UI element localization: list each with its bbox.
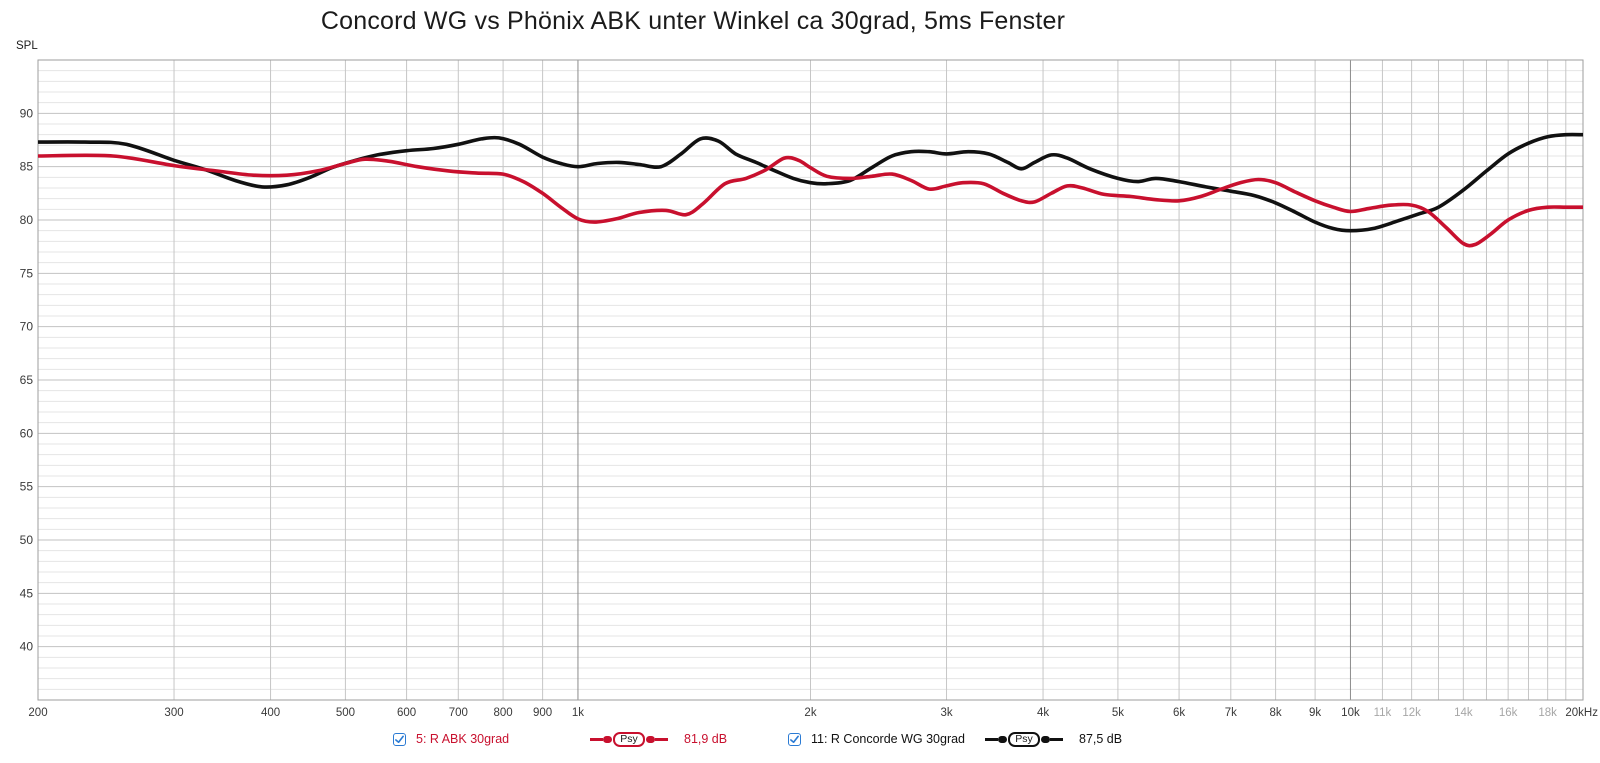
series-visibility-checkbox[interactable] xyxy=(788,732,801,746)
y-tick-label: 90 xyxy=(20,106,34,120)
page-title: Concord WG vs Phönix ABK unter Winkel ca… xyxy=(320,7,1066,35)
legend-item: 11: R Concorde WG 30grad Psy 87,5 dB xyxy=(788,731,1149,747)
x-tick-label: 10k xyxy=(1341,707,1360,719)
x-tick-label: 14k xyxy=(1454,707,1473,719)
psy-smoothing-badge: Psy xyxy=(613,731,645,747)
checkmark-icon xyxy=(790,735,799,743)
x-tick-label: 16k xyxy=(1499,707,1518,719)
sample-marker-right xyxy=(646,735,655,743)
y-tick-label: 80 xyxy=(20,213,34,227)
series-level-value: 87,5 dB xyxy=(1079,732,1123,746)
series-line-sample: Psy xyxy=(583,731,675,747)
y-tick-label: 45 xyxy=(20,586,34,600)
x-tick-label: 4k xyxy=(1037,707,1049,719)
checkmark-icon xyxy=(395,735,404,743)
series-label: 5: R ABK 30grad xyxy=(416,732,510,746)
x-tick-label: 500 xyxy=(336,707,355,719)
x-axis-tick-labels: 200 300 400 500 600 700 800 900 1k 2k 3k 4k 5k 6k 7k 8k… xyxy=(28,707,1598,719)
x-tick-label: 900 xyxy=(533,707,552,719)
x-tick-label: 600 xyxy=(397,707,416,719)
sample-line-right xyxy=(1050,737,1063,741)
x-tick-label: 800 xyxy=(493,707,512,719)
sample-line-left xyxy=(590,737,603,741)
sample-marker-left xyxy=(998,735,1007,743)
x-tick-label: 2k xyxy=(804,707,816,719)
x-tick-label: 300 xyxy=(164,707,183,719)
chart-canvas[interactable]: 90 85 80 75 70 65 60 55 50 45 40 200 300 400 500 600 700… xyxy=(0,0,1600,725)
x-tick-label: 1k xyxy=(572,707,584,719)
series-curve-5-r-abk-30grad xyxy=(38,153,1583,248)
series-curve-11-r-concorde-wg-30grad xyxy=(38,132,1583,233)
x-tick-label: 200 xyxy=(28,707,47,719)
x-tick-label: 5k xyxy=(1112,707,1124,719)
y-tick-label: 40 xyxy=(20,640,34,654)
vertical-gridlines xyxy=(173,60,1584,700)
series-level-value: 81,9 dB xyxy=(684,732,728,746)
sample-line-right xyxy=(655,737,668,741)
y-axis-tick-labels: 90 85 80 75 70 65 60 55 50 45 40 xyxy=(20,106,34,653)
plot-border xyxy=(37,59,1584,701)
series-curves xyxy=(38,132,1583,248)
sample-marker-right xyxy=(1041,735,1050,743)
x-tick-label: 7k xyxy=(1225,707,1237,719)
sample-line-left xyxy=(985,737,998,741)
x-tick-label: 8k xyxy=(1270,707,1282,719)
series-label: 11: R Concorde WG 30grad xyxy=(811,732,966,746)
x-tick-label: 11k xyxy=(1374,707,1392,719)
sample-marker-left xyxy=(603,735,612,743)
y-tick-label: 75 xyxy=(20,266,34,280)
y-tick-label: 70 xyxy=(20,320,34,334)
x-tick-label: 400 xyxy=(261,707,280,719)
legend-item: 5: R ABK 30grad Psy 81,9 dB xyxy=(393,731,754,747)
y-tick-label: 55 xyxy=(20,480,34,494)
y-tick-label: 50 xyxy=(20,533,34,547)
y-tick-label: 85 xyxy=(20,160,34,174)
x-tick-label: 9k xyxy=(1309,707,1321,719)
x-tick-label: 12k xyxy=(1402,707,1421,719)
chart-legend: 5: R ABK 30grad Psy 81,9 dB 11: R Concor… xyxy=(0,727,1571,751)
x-tick-label: 700 xyxy=(449,707,468,719)
spl-frequency-chart[interactable]: 90 85 80 75 70 65 60 55 50 45 40 200 300 400 500 600 700… xyxy=(0,0,1600,730)
x-tick-label: 3k xyxy=(940,707,952,719)
y-axis-title: SPL xyxy=(16,40,38,52)
x-tick-label: 18k xyxy=(1538,707,1557,719)
x-tick-label: 20kHz xyxy=(1565,707,1598,719)
y-tick-label: 65 xyxy=(20,373,34,387)
series-line-sample: Psy xyxy=(978,731,1070,747)
series-visibility-checkbox[interactable] xyxy=(393,732,406,746)
x-tick-label: 6k xyxy=(1173,707,1185,719)
y-tick-label: 60 xyxy=(20,426,34,440)
psy-smoothing-badge: Psy xyxy=(1008,731,1040,747)
